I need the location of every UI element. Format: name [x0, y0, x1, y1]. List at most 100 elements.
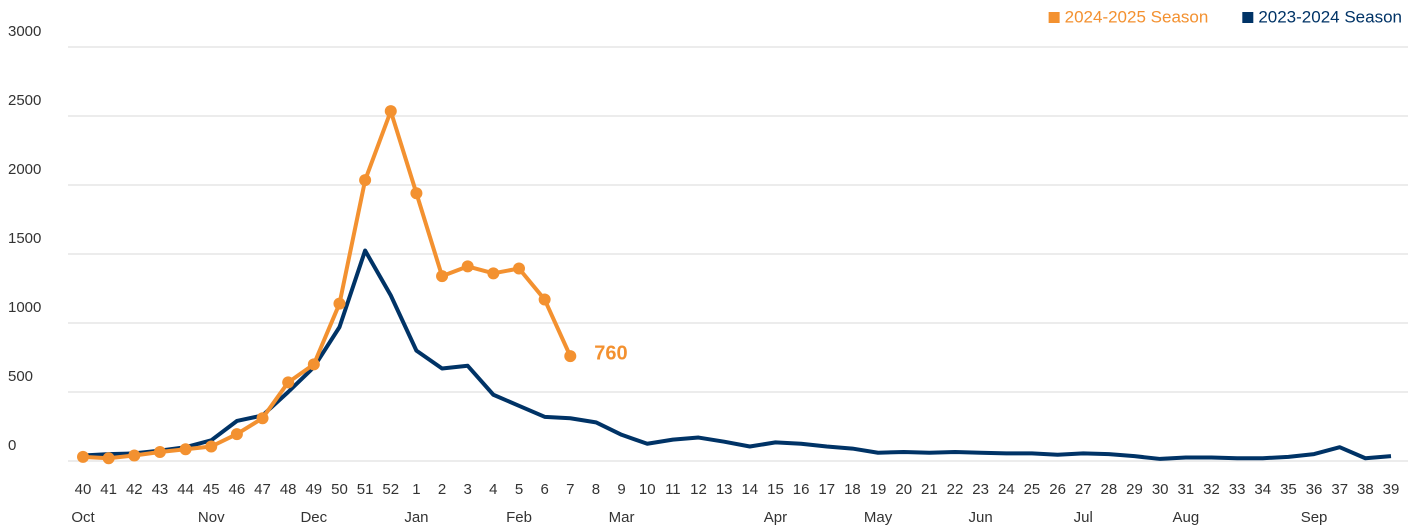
x-tick-label: 20 [895, 481, 912, 498]
series-line [82, 109, 573, 461]
month-label: Sep [1301, 509, 1328, 526]
legend-label: 2024-2025 Season [1065, 7, 1209, 26]
series-line [82, 248, 1392, 461]
x-tick-label: 16 [793, 481, 810, 498]
month-label: Jan [404, 509, 428, 526]
x-tick-label: 15 [767, 481, 784, 498]
x-tick-label: 27 [1075, 481, 1092, 498]
x-tick-label: 40 [75, 481, 92, 498]
x-tick-label: 28 [1101, 481, 1118, 498]
x-tick-label: 32 [1203, 481, 1220, 498]
x-tick-label: 7 [566, 481, 574, 498]
x-tick-label: 35 [1280, 481, 1297, 498]
x-tick-label: 31 [1177, 481, 1194, 498]
x-tick-label: 52 [382, 481, 399, 498]
point [538, 293, 551, 306]
month-label: Aug [1172, 509, 1199, 526]
x-tick-label: 14 [741, 481, 758, 498]
point [359, 174, 372, 187]
x-tick-label: 51 [357, 481, 374, 498]
month-label: Jun [969, 509, 993, 526]
x-tick-label: 42 [126, 481, 143, 498]
x-tick-label: 38 [1357, 481, 1374, 498]
x-tick-label: 48 [280, 481, 297, 498]
x-tick-label: 5 [515, 481, 523, 498]
x-tick-label: 43 [152, 481, 169, 498]
x-tick-label: 49 [305, 481, 322, 498]
x-tick-label: 12 [690, 481, 707, 498]
point [153, 446, 166, 459]
legend-swatch [1242, 12, 1254, 23]
point [102, 452, 115, 465]
month-label: Mar [609, 509, 635, 526]
point [564, 350, 577, 363]
x-tick-label: 10 [639, 481, 656, 498]
x-tick-label: 1 [412, 481, 420, 498]
month-label: May [864, 509, 893, 526]
x-tick-label: 33 [1229, 481, 1246, 498]
x-tick-label: 29 [1126, 481, 1143, 498]
x-tick-label: 44 [177, 481, 194, 498]
point [205, 440, 218, 453]
y-tick-label: 2500 [8, 92, 41, 109]
point [410, 187, 423, 200]
x-tick-label: 19 [870, 481, 887, 498]
x-tick-label: 26 [1049, 481, 1066, 498]
x-tick-label: 2 [438, 481, 446, 498]
x-tick-label: 9 [617, 481, 625, 498]
x-tick-label: 6 [540, 481, 548, 498]
y-tick-label: 2000 [8, 161, 41, 178]
data-label: 760 [594, 342, 627, 364]
point [179, 443, 192, 456]
point [487, 267, 500, 280]
point [282, 376, 295, 389]
x-tick-label: 23 [972, 481, 989, 498]
point [128, 449, 141, 462]
x-tick-label: 3 [464, 481, 472, 498]
x-tick-label: 4 [489, 481, 497, 498]
point [461, 260, 474, 273]
x-tick-label: 24 [998, 481, 1015, 498]
x-tick-label: 30 [1152, 481, 1169, 498]
month-label: Nov [198, 509, 225, 526]
y-tick-label: 500 [8, 368, 33, 385]
point [307, 358, 320, 371]
x-tick-label: 25 [1024, 481, 1041, 498]
x-tick-label: 21 [921, 481, 938, 498]
x-tick-label: 45 [203, 481, 220, 498]
legend-label: 2023-2024 Season [1258, 7, 1402, 26]
x-tick-label: 50 [331, 481, 348, 498]
month-label: Apr [764, 509, 787, 526]
x-tick-label: 22 [947, 481, 964, 498]
point [256, 412, 269, 425]
point [333, 297, 346, 310]
y-tick-label: 3000 [8, 23, 41, 40]
x-tick-label: 34 [1254, 481, 1271, 498]
x-tick-label: 17 [818, 481, 835, 498]
legend-swatch [1048, 12, 1060, 23]
point [77, 450, 89, 463]
x-tick-label: 18 [844, 481, 861, 498]
x-tick-label: 41 [100, 481, 117, 498]
x-tick-label: 36 [1306, 481, 1323, 498]
y-tick-label: 1500 [8, 230, 41, 247]
x-tick-label: 11 [665, 481, 681, 498]
point [384, 105, 397, 118]
point [230, 428, 243, 441]
x-tick-label: 37 [1331, 481, 1348, 498]
point [513, 262, 525, 275]
point [436, 270, 449, 283]
x-tick-label: 39 [1383, 481, 1400, 498]
y-tick-label: 1000 [8, 299, 41, 316]
month-label: Dec [300, 509, 327, 526]
month-label: Oct [71, 509, 95, 526]
x-tick-label: 47 [254, 481, 271, 498]
y-tick-label: 0 [8, 437, 16, 454]
x-tick-label: 13 [716, 481, 733, 498]
x-tick-label: 46 [229, 481, 246, 498]
month-label: Feb [506, 509, 532, 526]
month-label: Jul [1074, 509, 1093, 526]
x-tick-label: 8 [592, 481, 600, 498]
